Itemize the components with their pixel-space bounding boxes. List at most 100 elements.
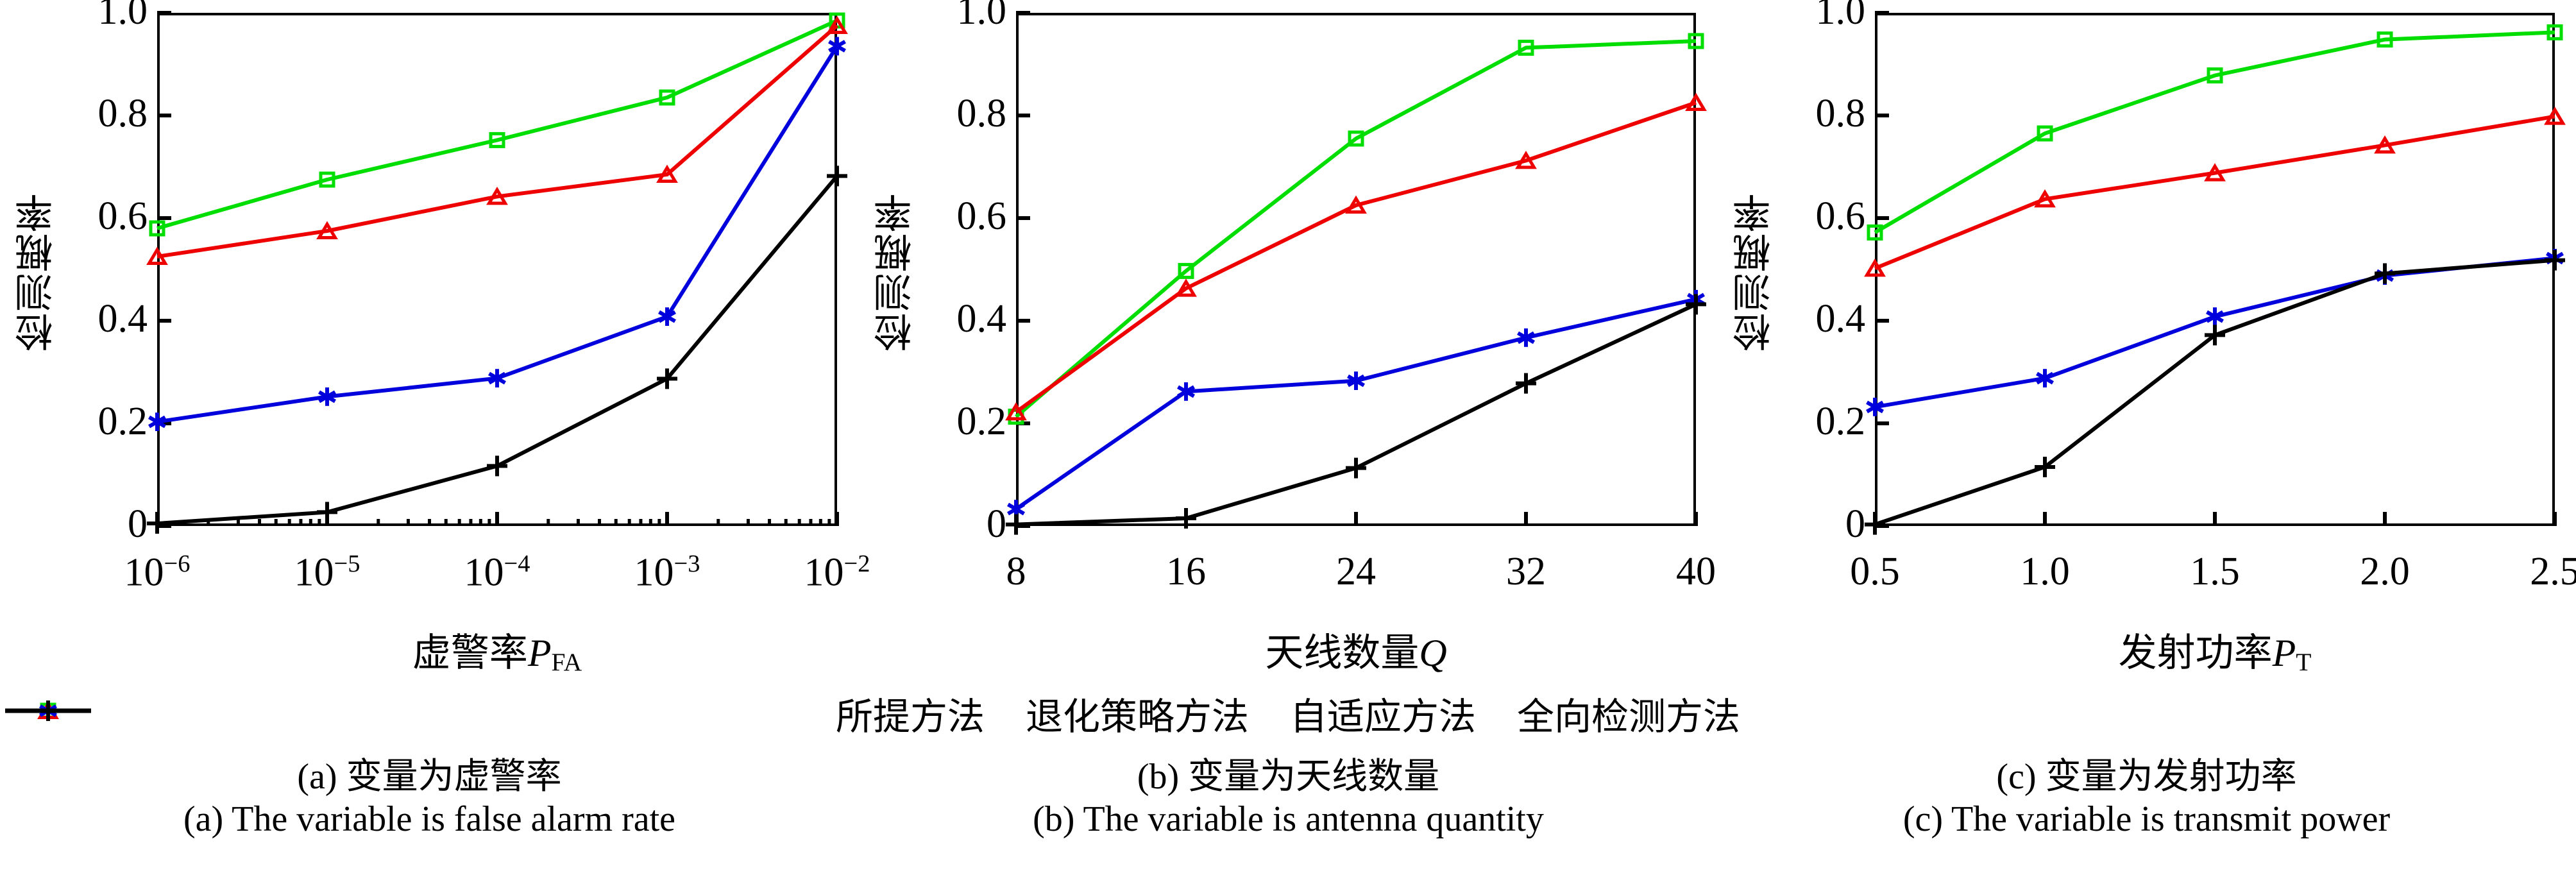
x-ticklabel: 10−5 bbox=[294, 550, 360, 595]
series-line bbox=[1874, 114, 2555, 271]
series-4 bbox=[1865, 250, 2565, 535]
marker-square bbox=[1178, 262, 1194, 279]
panel-a-x-axis-title: 虚警率PFA bbox=[412, 632, 582, 677]
marker-asterisk bbox=[658, 310, 676, 323]
marker-square bbox=[1867, 224, 1883, 241]
marker-triangle bbox=[2374, 135, 2396, 154]
x-ticklabel: 2.0 bbox=[2360, 550, 2410, 593]
panel-b-series-layer bbox=[1005, 11, 1707, 535]
marker-square bbox=[2037, 125, 2053, 142]
marker-triangle bbox=[316, 221, 338, 239]
marker-triangle bbox=[1345, 195, 1367, 214]
x-ticklabel: 2.5 bbox=[2530, 550, 2576, 593]
marker-triangle bbox=[1685, 92, 1707, 111]
x-ticklabel: 16 bbox=[1166, 550, 1206, 593]
series-3 bbox=[1007, 290, 1705, 518]
legend-item-2[interactable]: 退化策略方法 bbox=[5, 699, 1249, 736]
marker-triangle bbox=[1864, 259, 1886, 277]
y-ticklabel: 0.2 bbox=[97, 400, 148, 443]
y-ticklabel: 0.8 bbox=[956, 92, 1007, 135]
y-ticklabel: 1.0 bbox=[97, 0, 148, 33]
series-4 bbox=[147, 165, 847, 534]
marker-triangle bbox=[656, 164, 678, 183]
y-ticklabel: 0.8 bbox=[1815, 92, 1866, 135]
y-ticklabel: 1.0 bbox=[956, 0, 1007, 33]
legend-swatch-plus bbox=[5, 700, 91, 721]
caption-c-en: (c) The variable is transmit power bbox=[1902, 799, 2391, 840]
legend-item-1[interactable]: 所提方法 bbox=[5, 696, 985, 738]
x-ticklabel: 24 bbox=[1336, 550, 1376, 593]
x-ticklabel: 10−2 bbox=[804, 550, 870, 595]
legend-item-3[interactable]: 自适应方法 bbox=[5, 696, 1477, 738]
marker-triangle bbox=[2034, 189, 2056, 208]
caption-b-en: (b) The variable is antenna quantity bbox=[1033, 799, 1544, 840]
marker-square bbox=[319, 171, 335, 188]
y-ticklabel: 0.6 bbox=[1815, 194, 1866, 238]
marker-square bbox=[1518, 39, 1534, 56]
series-1 bbox=[149, 12, 845, 237]
panel-a-plot-area bbox=[157, 13, 837, 526]
panel-b-x-axis-title: 天线数量Q bbox=[1265, 632, 1447, 674]
x-ticklabel: 10−6 bbox=[124, 550, 191, 595]
y-ticklabel: 0.4 bbox=[1815, 297, 1866, 341]
series-3 bbox=[148, 37, 846, 431]
marker-triangle bbox=[486, 187, 508, 205]
marker-asterisk bbox=[148, 415, 166, 429]
caption-panel-c: (c) 变量为发射功率 (c) The variable is transmit… bbox=[1717, 756, 2576, 840]
series-line bbox=[157, 45, 839, 424]
marker-triangle bbox=[826, 15, 848, 34]
y-ticklabel: 0.6 bbox=[956, 194, 1007, 238]
marker-triangle bbox=[1175, 278, 1197, 297]
series-1 bbox=[1867, 24, 2563, 241]
series-1 bbox=[1008, 33, 1704, 425]
series-4 bbox=[1006, 294, 1706, 535]
panel-b: 检测概率 0 0.2 0.4 0.6 0.8 1.0 8 16 24 32 40 天线数量Q bbox=[859, 0, 1718, 680]
marker-triangle bbox=[2544, 106, 2566, 125]
caption-c-cn: (c) 变量为发射功率 bbox=[1996, 757, 2297, 797]
caption-b-cn: (b) 变量为天线数量 bbox=[1137, 757, 1440, 797]
caption-panel-b: (b) 变量为天线数量 (b) The variable is antenna … bbox=[859, 756, 1718, 840]
marker-asterisk bbox=[1517, 331, 1535, 344]
marker-square bbox=[149, 220, 165, 237]
caption-panel-a: (a) 变量为虚警率 (a) The variable is false ala… bbox=[0, 756, 859, 840]
y-ticklabel: 0 bbox=[987, 502, 1006, 546]
marker-asterisk bbox=[2036, 371, 2054, 385]
marker-asterisk bbox=[828, 40, 846, 53]
marker-triangle bbox=[146, 246, 168, 265]
y-ticklabel: 0.8 bbox=[97, 92, 148, 135]
marker-triangle bbox=[2204, 163, 2226, 182]
series-line bbox=[1015, 39, 1697, 418]
marker-asterisk bbox=[2206, 310, 2224, 323]
x-ticklabel: 40 bbox=[1676, 550, 1716, 593]
series-2 bbox=[146, 15, 848, 265]
x-ticklabel: 32 bbox=[1506, 550, 1546, 593]
y-ticklabel: 0.6 bbox=[97, 194, 148, 238]
panel-c-x-axis-title: 发射功率PT bbox=[2118, 632, 2312, 677]
caption-a-en: (a) The variable is false alarm rate bbox=[183, 799, 675, 840]
x-ticklabel: 1.5 bbox=[2190, 550, 2240, 593]
series-line bbox=[1015, 101, 1697, 414]
marker-square bbox=[2377, 31, 2393, 48]
series-2 bbox=[1005, 92, 1707, 421]
legend-item-4[interactable]: 全向检测方法 bbox=[5, 696, 1741, 738]
y-ticklabel: 0 bbox=[1845, 502, 1865, 546]
x-ticklabel: 1.0 bbox=[2020, 550, 2070, 593]
y-ticklabel: 1.0 bbox=[1815, 0, 1866, 33]
y-ticklabel: 0.2 bbox=[1815, 400, 1866, 443]
panel-a: 检测概率 0 0.2 0.4 0.6 0.8 1.0 10−6 10−5 10−4 10−3 10… bbox=[0, 0, 870, 680]
caption-a-cn: (a) 变量为虚警率 bbox=[297, 757, 562, 797]
legend-label: 自适应方法 bbox=[1290, 696, 1477, 738]
y-ticklabel: 0.4 bbox=[956, 297, 1007, 341]
x-ticklabel: 8 bbox=[1006, 550, 1026, 593]
panel-b-plot-area bbox=[1016, 13, 1696, 526]
marker-asterisk bbox=[1347, 374, 1365, 387]
marker-square bbox=[2207, 67, 2223, 84]
marker-triangle bbox=[1515, 151, 1537, 169]
marker-asterisk bbox=[1007, 502, 1025, 516]
legend-label: 所提方法 bbox=[835, 696, 985, 738]
series-line bbox=[1874, 258, 2555, 527]
panel-a-series-layer bbox=[146, 11, 848, 534]
marker-asterisk bbox=[318, 390, 336, 403]
legend-label: 全向检测方法 bbox=[1517, 696, 1741, 738]
